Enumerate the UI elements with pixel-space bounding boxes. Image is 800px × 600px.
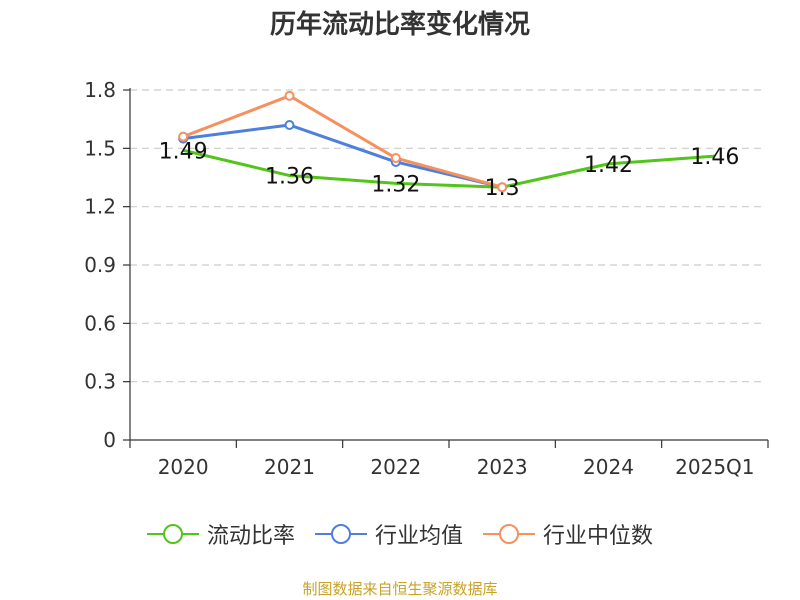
chart-legend: 流动比率 行业均值 行业中位数 — [0, 518, 800, 550]
x-tick-label: 2025Q1 — [675, 455, 754, 479]
series-line — [182, 123, 503, 189]
legend-item-industry-median[interactable]: 行业中位数 — [483, 518, 653, 550]
legend-item-current-ratio[interactable]: 流动比率 — [146, 518, 295, 550]
legend-item-industry-mean[interactable]: 行业均值 — [314, 518, 463, 550]
legend-label: 行业中位数 — [543, 524, 654, 549]
y-tick-label: 1.8 — [84, 78, 116, 102]
legend-line-marker-icon — [314, 524, 367, 544]
data-point — [178, 131, 189, 142]
series-line — [182, 148, 715, 189]
x-tick-label: 2020 — [158, 455, 209, 479]
data-point — [390, 153, 401, 164]
series-line — [182, 94, 503, 189]
legend-label: 行业均值 — [374, 524, 463, 549]
x-tick-label: 2024 — [583, 455, 634, 479]
legend-line-marker-icon — [483, 524, 535, 544]
legend-label: 流动比率 — [206, 524, 295, 549]
data-label: 1.32 — [371, 172, 420, 197]
y-tick-label: 0 — [103, 428, 116, 452]
data-label: 1.49 — [159, 139, 208, 164]
chart-title: 历年流动比率变化情况 — [269, 10, 530, 40]
y-tick-label: 1.5 — [84, 136, 116, 160]
x-tick-label: 2023 — [477, 455, 528, 479]
x-tick-label: 2021 — [264, 455, 315, 479]
data-point — [284, 90, 295, 101]
data-point — [284, 120, 295, 130]
data-label: 1.3 — [485, 176, 520, 201]
y-tick-label: 0.6 — [84, 311, 116, 335]
legend-line-marker-icon — [146, 524, 199, 544]
x-tick-label: 2022 — [370, 455, 421, 479]
y-tick-label: 1.2 — [84, 195, 116, 219]
data-label: 1.42 — [584, 153, 633, 178]
y-tick-label: 0.3 — [84, 370, 116, 394]
data-label: 1.36 — [265, 165, 314, 190]
data-source-note: 制图数据来自恒生聚源数据库 — [302, 580, 498, 598]
data-label: 1.46 — [690, 145, 739, 170]
data-point — [497, 182, 508, 193]
y-tick-label: 0.9 — [84, 253, 116, 277]
